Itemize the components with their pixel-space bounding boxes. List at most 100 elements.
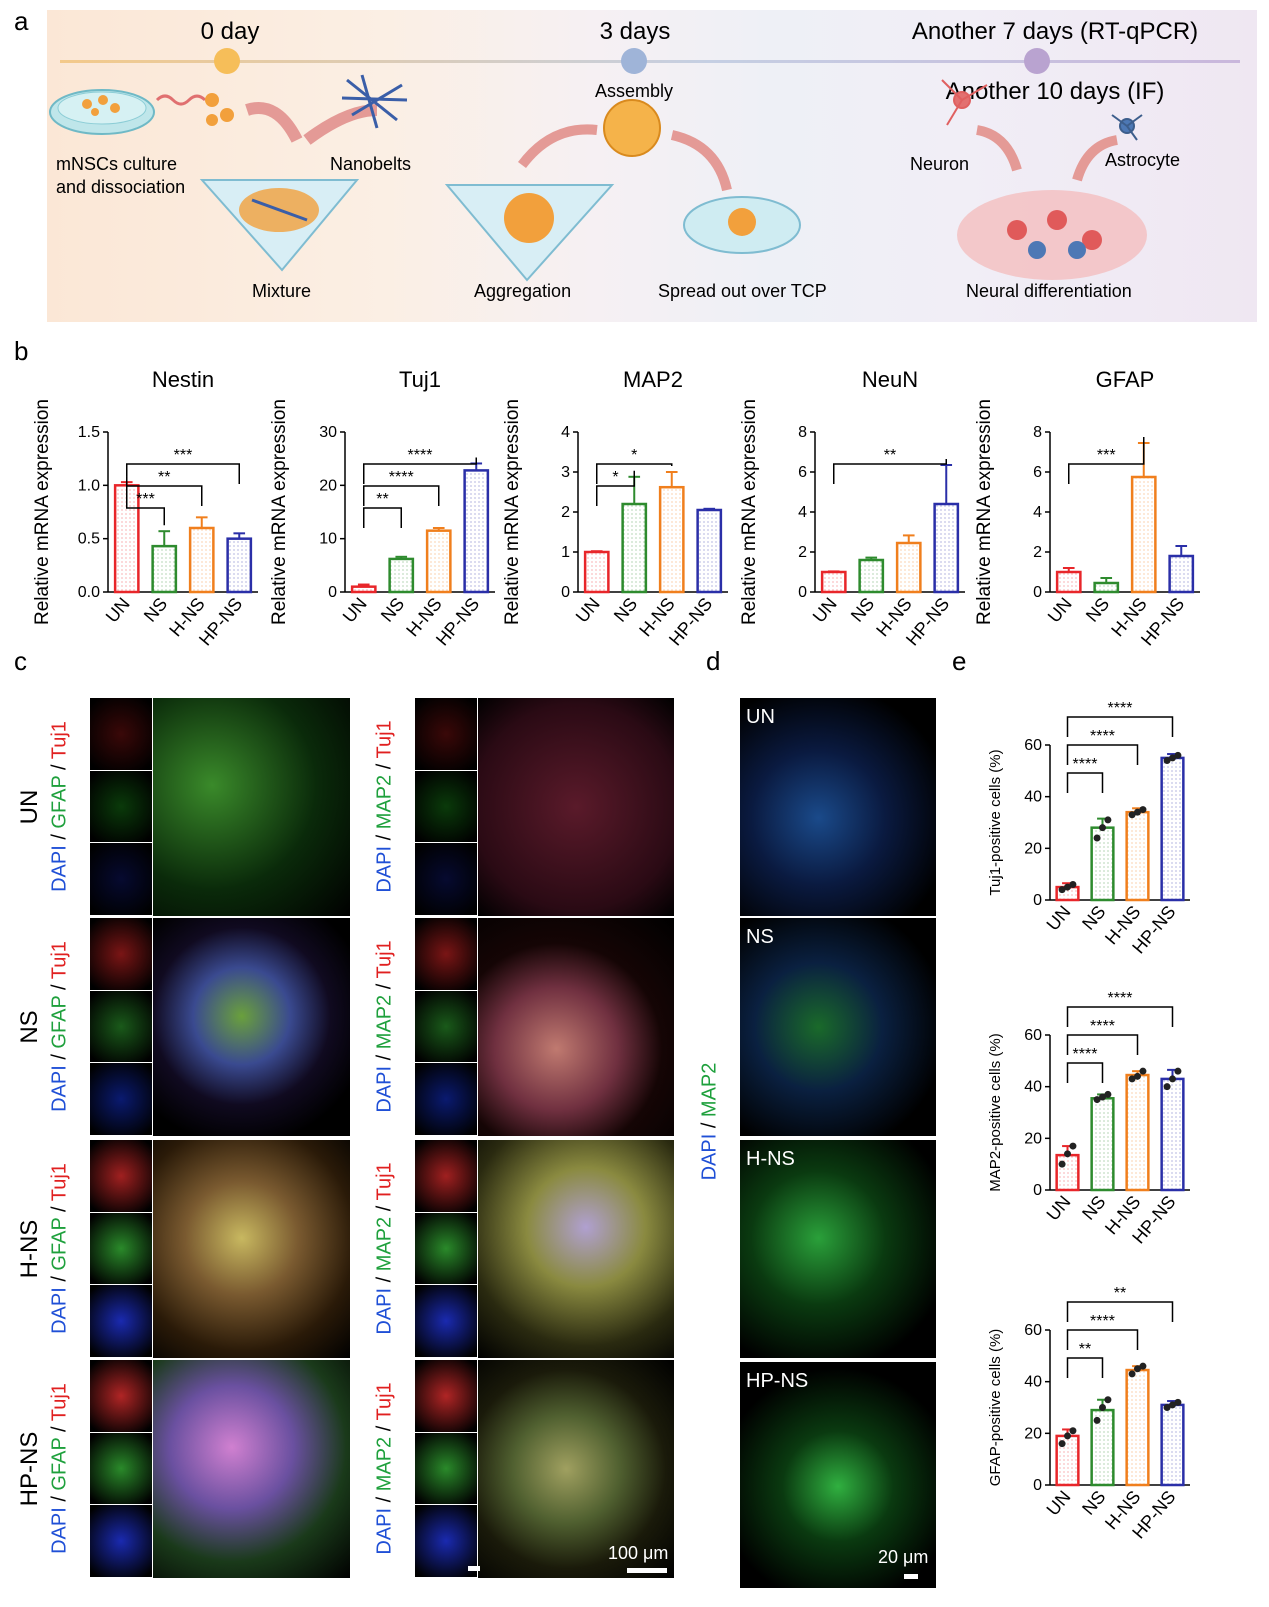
- channel-thumbnail: [415, 698, 478, 770]
- bar-NS: [621, 502, 648, 594]
- category-label: NS: [847, 594, 878, 626]
- stain-marker: MAP2: [373, 994, 396, 1050]
- mixture-funnel-icon: [199, 179, 360, 272]
- stain-dapi: DAPI: [48, 845, 71, 892]
- stain-sep: /: [373, 978, 396, 995]
- stain-label: DAPI / MAP2 / Tuj1: [374, 1149, 397, 1349]
- significance-bracket: [1066, 716, 1174, 737]
- data-point: [1169, 1401, 1176, 1409]
- data-point: [1093, 1096, 1101, 1104]
- channel-thumbnail: [415, 1360, 478, 1432]
- y-tick-label: 0: [1033, 1182, 1042, 1199]
- significance-bracket: [126, 463, 240, 484]
- merged-image: [153, 698, 350, 916]
- panel-label-e: e: [952, 646, 967, 676]
- significance-bracket: [1066, 1062, 1104, 1083]
- significance-label: ****: [1090, 1018, 1115, 1035]
- bar-UN: [1055, 1153, 1080, 1192]
- panel-label-b: b: [14, 336, 29, 366]
- significance-label: ****: [1073, 756, 1098, 773]
- channel-thumbnail: [90, 698, 153, 770]
- significance-label: ****: [1108, 700, 1133, 717]
- row-label-H-NS: H-NS: [16, 1219, 43, 1279]
- assembly-spheroid-icon: [603, 99, 661, 157]
- aggregation-funnel-icon: [444, 184, 615, 282]
- significance-label: ****: [389, 469, 414, 486]
- stain-sep: /: [373, 1049, 396, 1066]
- category-label: NS: [1078, 902, 1109, 934]
- stain-tuj1: Tuj1: [373, 1382, 396, 1421]
- category-label: NS: [140, 594, 171, 626]
- significance-label: ***: [136, 491, 155, 508]
- bar-H-NS: [1125, 1368, 1150, 1487]
- channel-thumbnail: [415, 1432, 478, 1505]
- bar-H-NS: [658, 485, 685, 594]
- bar-HP-NS: [1168, 554, 1195, 594]
- confocal-image-H-NS: [740, 1140, 936, 1358]
- significance-bracket: [1066, 1006, 1174, 1027]
- bar-NS: [388, 557, 415, 594]
- channel-thumbnail: [90, 1360, 153, 1432]
- y-tick-label: 0: [1033, 584, 1042, 601]
- channel-thumbnail: [90, 843, 153, 915]
- data-point: [1128, 811, 1136, 819]
- caption-dissociation: and dissociation: [56, 177, 186, 197]
- y-tick-label: 0.5: [78, 531, 100, 548]
- merged-image: [478, 698, 674, 916]
- category-label: NS: [1078, 1487, 1109, 1519]
- bar-H-NS: [895, 541, 922, 594]
- caption-astrocyte: Astrocyte: [1105, 150, 1181, 170]
- stain-marker: GFAP: [48, 775, 71, 829]
- y-axis-label: Relative mRNA expression: [269, 399, 290, 625]
- data-point: [1139, 806, 1147, 814]
- image-label-NS: NS: [746, 926, 774, 948]
- y-tick-label: 0.0: [78, 584, 100, 601]
- stain-dapi: DAPI: [373, 845, 396, 893]
- significance-bracket: [596, 463, 673, 484]
- stain-label: DAPI / MAP2 / Tuj1: [374, 1369, 397, 1569]
- y-tick-label: 6: [798, 464, 807, 481]
- y-tick-label: 60: [1024, 1322, 1042, 1339]
- significance-bracket: [1068, 437, 1145, 484]
- stain-dapi: DAPI: [373, 1287, 396, 1335]
- stain-label: DAPI / GFAP / Tuj1: [49, 1149, 72, 1349]
- significance-bracket: [596, 470, 635, 506]
- stain-tuj1: Tuj1: [373, 1162, 396, 1201]
- significance-label: ****: [408, 447, 433, 464]
- channel-thumbnail: [90, 770, 153, 843]
- timeline-label-1: 3 days: [599, 18, 671, 45]
- row-label-HP-NS: HP-NS: [16, 1431, 43, 1507]
- channel-thumbnail: [415, 770, 478, 843]
- significance-label: **: [158, 469, 170, 486]
- data-point: [1174, 1398, 1182, 1406]
- significance-bracket: [363, 485, 440, 506]
- significance-bracket: [126, 476, 165, 526]
- channel-thumbnail: [415, 1063, 478, 1135]
- channel-thumbnail: [90, 1432, 153, 1505]
- data-point: [1099, 824, 1106, 832]
- y-tick-label: 20: [1024, 1425, 1042, 1442]
- panel-label-c: c: [14, 646, 27, 676]
- channel-thumbnail: [415, 1140, 478, 1212]
- channel-thumbnail: [90, 1063, 153, 1135]
- stain-label-d: DAPI / MAP2: [699, 1032, 722, 1212]
- significance-bracket: [126, 476, 203, 506]
- scale-bar-label: 100 μm: [608, 1543, 669, 1563]
- scale-bar-small: [468, 1566, 480, 1571]
- chart-title: GFAP: [1096, 367, 1155, 392]
- category-label: UN: [572, 594, 604, 627]
- significance-label: *: [631, 447, 637, 464]
- image-label-H-NS: H-NS: [746, 1148, 795, 1170]
- stain-sep: /: [373, 1200, 396, 1217]
- merged-image: [153, 918, 350, 1136]
- category-label: UN: [1044, 594, 1076, 627]
- y-tick-label: 6: [1033, 464, 1042, 481]
- data-point: [1163, 757, 1171, 764]
- y-tick-label: 2: [1033, 544, 1042, 561]
- data-point: [1058, 886, 1066, 894]
- stain-marker: MAP2: [373, 774, 396, 830]
- stain-dapi: DAPI: [48, 1065, 71, 1112]
- stain-sep: /: [48, 979, 71, 996]
